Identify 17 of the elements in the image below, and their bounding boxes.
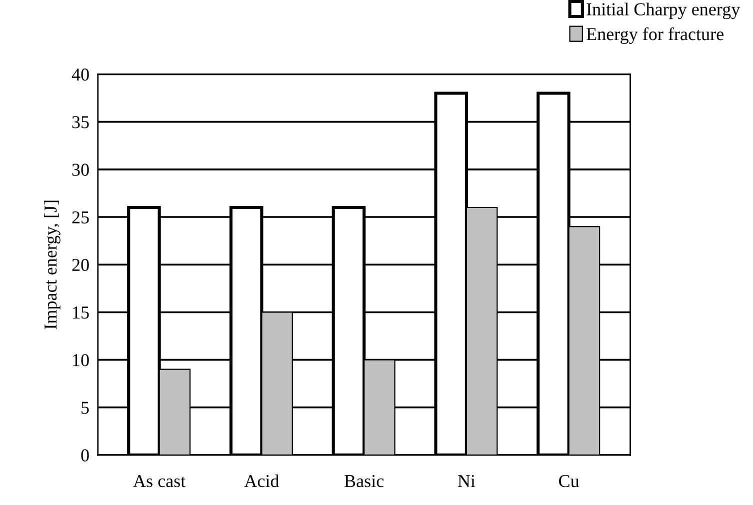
x-tick-label: Ni	[458, 475, 476, 487]
x-tick-label: Cu	[559, 475, 580, 488]
y-tick-label: 15	[73, 306, 89, 319]
y-tick-label: 20	[72, 258, 89, 272]
y-tick-label: 30	[72, 164, 89, 176]
y-tick-label: 40	[72, 68, 89, 81]
x-tick-label: As cast	[133, 475, 186, 488]
y-tick-label: 10	[73, 354, 89, 366]
y-tick-label: 35	[72, 116, 89, 128]
legend-label: Initial Charpy energy	[586, 2, 740, 20]
y-axis-title: Impact energy, [J]	[44, 200, 60, 330]
x-tick-label: Acid	[244, 474, 280, 488]
y-tick-label: 5	[82, 402, 89, 414]
legend-label: Energy for fracture	[586, 27, 724, 44]
y-tick-label: 25	[72, 211, 89, 224]
y-tick-label: 0	[81, 449, 89, 462]
x-tick-label: Basic	[344, 475, 384, 488]
